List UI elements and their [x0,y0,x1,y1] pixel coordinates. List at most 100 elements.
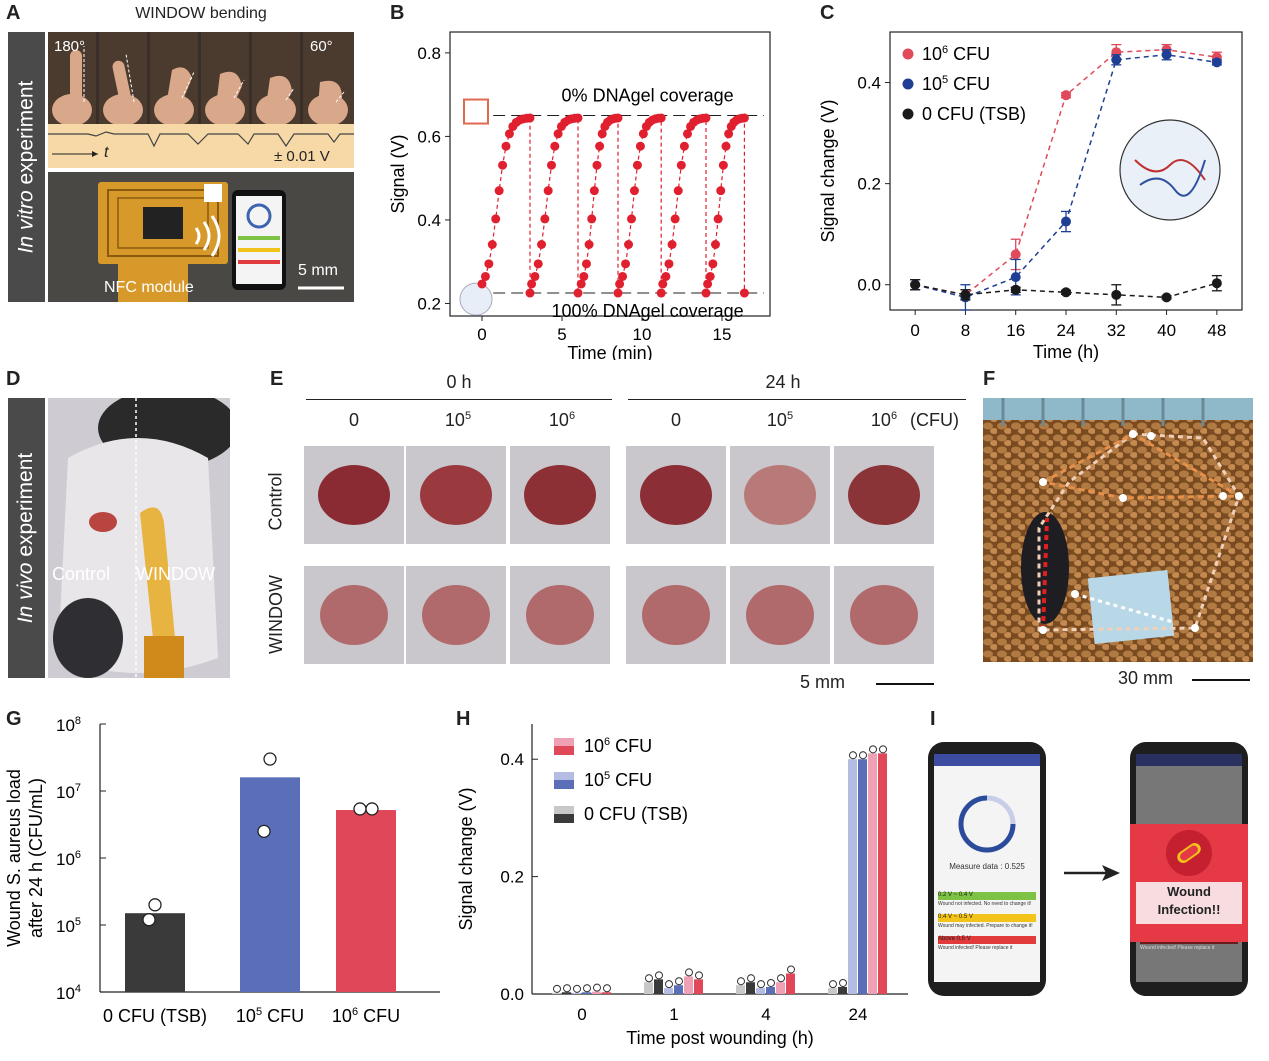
g-data-point [263,752,277,766]
c-data-point [910,279,921,290]
b-data-point [658,279,668,289]
h-y-tick-label: 0.4 [500,750,524,769]
b-data-point [705,271,715,281]
chart-g-plot: 104 105 106 107 108 0 CFU (TSB) 105 CFU 106 CFU… [4,715,440,1026]
b-data-point [543,186,553,196]
finger-bending-sequence [48,32,354,124]
b-data-point [676,160,686,170]
h-legend-swatch-light [554,772,574,780]
wound-site [422,585,490,645]
nfc-module-illustration [98,182,344,302]
b-x-tick-label: 5 [557,325,566,344]
g-bar [240,777,300,992]
b-data-point [504,129,514,139]
in-vivo-label: In vivo experiment [14,452,38,624]
g-data-point [257,824,271,838]
b-y-axis-label: Signal (V) [388,134,408,213]
wound-site [744,465,816,525]
dim-status-msg: Wound infected! Please replace it [1140,945,1215,951]
c-x-tick-label: 40 [1157,321,1176,340]
mouse-photo: Control WINDOW [48,398,230,678]
in-vitro-side-bar [8,32,45,302]
nfc-module-label: NFC module [104,279,194,296]
time-axis-label: t [104,144,109,161]
h-bar [756,988,765,994]
panel-label-i: I [930,708,936,730]
arrow-right-icon [1064,865,1120,881]
phone-alert: Wound infected! Please replace it Wound … [1130,742,1248,996]
h-bar [694,979,703,994]
b-data-point [739,113,749,123]
h-data-point [695,971,703,980]
nfc-module-photo: NFC module 5 mm [48,172,354,302]
c-y-tick-label: 0.2 [857,175,881,194]
b-data-point [739,288,749,298]
panel-label-b: B [390,2,405,24]
b-data-point [573,288,583,298]
chart-b-plot: 0 5 10 15 0.2 0.4 0.6 0.8 Time (min) Signal (V) 0%… [388,31,771,360]
progress-ring-icon [958,795,1016,853]
status-row-red: Above 0.5 V [938,936,1036,944]
h-bar [572,992,581,994]
nfc-signal-icon [194,215,221,257]
infection-alert-box: Wound Infection!! [1130,824,1248,942]
b-data-point [494,186,504,196]
c-x-tick-label: 8 [961,321,970,340]
h-x-tick-label: 0 [577,1005,586,1024]
c-inset-strand [1134,159,1206,181]
col-label-24h-1e5: 105 [766,410,794,430]
status-msg-green: Wound not infected. No need to change it… [938,901,1032,907]
h-bar [592,991,601,994]
h-bar [868,753,877,994]
b-data-point [527,279,537,289]
window-bending-title: WINDOW bending [135,5,267,22]
h-data-point [645,974,653,983]
h-data-point [839,978,847,987]
h-bar [838,986,847,994]
b-data-point [629,186,639,196]
panel-label-a: A [6,2,21,24]
c-x-tick-label: 48 [1207,321,1226,340]
b-data-point [632,160,642,170]
g-data-point [365,802,379,816]
b-data-point [589,186,599,196]
g-y-tick-label: 108 [56,715,81,735]
b-data-point [618,271,628,281]
h-data-point [777,974,785,983]
b-data-point [491,214,501,224]
h-data-point [675,977,683,986]
b-data-point [553,129,563,139]
b-data-point [718,160,728,170]
cfu-unit-label: (CFU) [910,410,959,430]
c-x-tick-label: 24 [1057,321,1076,340]
b-data-point [595,141,605,151]
chart-c-plot: 0 8 16 24 32 40 48 0.0 0.2 0.4 Time (h) Signal chan… [818,31,1243,362]
b-data-point [679,141,689,151]
group-24h-rule [628,399,966,400]
g-y-tick-label: 104 [56,983,81,1003]
window-side-label: WINDOW [136,564,215,584]
wound-site [318,465,390,525]
b-cycle-line [662,117,707,294]
b-data-point [613,113,623,123]
g-bar [125,913,185,992]
b-y-tick-label: 0.6 [417,127,441,146]
g-x-tick-label: 0 CFU (TSB) [103,1006,207,1026]
col-label-0h-1e6: 106 [548,410,576,430]
b-data-point [724,129,734,139]
status-msg-red: Wound infected! Please replace it [938,945,1013,951]
h-data-point [685,968,693,977]
h-bar [858,759,867,994]
wound-site [642,585,710,645]
h-data-point [593,983,601,992]
status-row-yellow: 0.4 V ~ 0.5 V [938,914,1036,922]
wound-site [850,585,918,645]
c-data-point [1211,278,1222,289]
b-data-point [573,113,583,123]
h-data-point [563,984,571,993]
cage-photo [983,398,1253,662]
c-data-point [1161,49,1172,60]
c-data-point [960,289,971,300]
row-label-window: WINDOW [265,574,286,654]
wound-photo-grid [304,446,934,664]
